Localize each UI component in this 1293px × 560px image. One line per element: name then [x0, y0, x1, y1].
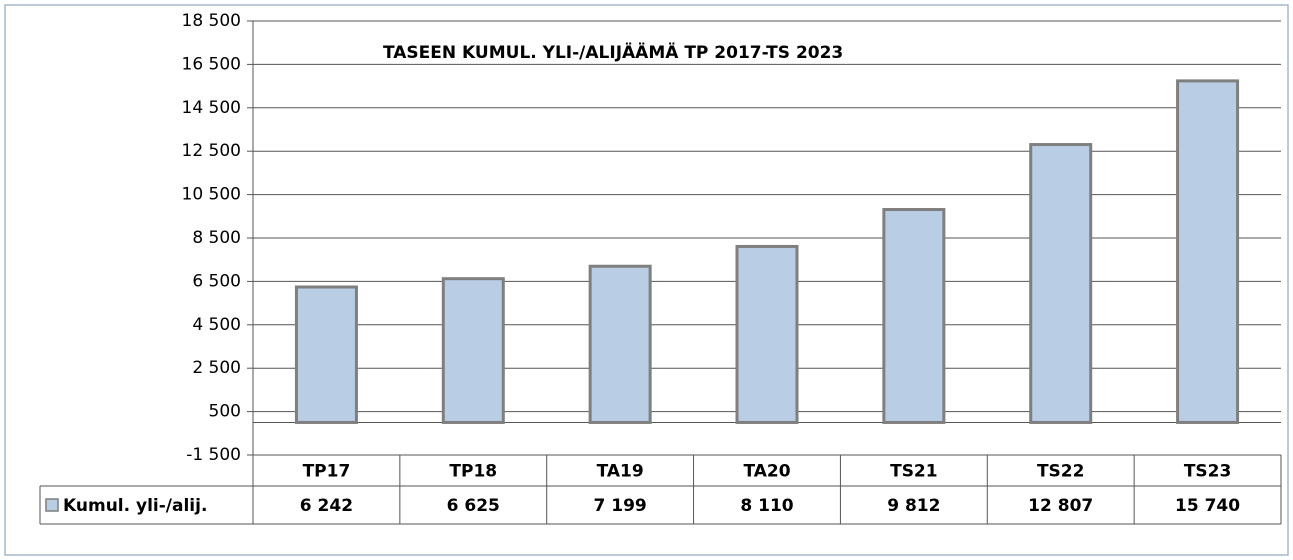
y-tick-label: 10 500: [182, 185, 241, 205]
y-tick-label: 4 500: [192, 315, 241, 335]
table-value: 7 199: [594, 496, 647, 516]
x-tick-label: TS22: [1037, 462, 1085, 482]
table-value: 9 812: [887, 496, 940, 516]
legend-label: Kumul. yli-/alij.: [63, 496, 207, 516]
x-tick-label: TA19: [597, 462, 644, 482]
x-tick-label: TA20: [743, 462, 790, 482]
table-value: 15 740: [1175, 496, 1240, 516]
x-tick-label: TP18: [449, 462, 497, 482]
bar: [588, 264, 652, 424]
bar: [441, 277, 505, 424]
y-tick-label: 12 500: [182, 141, 241, 161]
table-value: 8 110: [740, 496, 793, 516]
y-tick-label: 14 500: [182, 98, 241, 118]
bar: [1176, 79, 1240, 424]
y-tick-label: 8 500: [192, 228, 241, 248]
bar: [1029, 143, 1093, 424]
y-tick-label: 2 500: [192, 358, 241, 378]
table-value: 12 807: [1028, 496, 1093, 516]
y-tick-label: 6 500: [192, 271, 241, 291]
chart-frame: [4, 4, 1289, 556]
table-value: 6 242: [300, 496, 353, 516]
chart-title: TASEEN KUMUL. YLI-/ALIJÄÄMÄ TP 2017-TS 2…: [383, 41, 843, 63]
legend-swatch: [45, 498, 59, 512]
y-tick-label: 500: [209, 402, 241, 422]
x-tick-label: TS21: [890, 462, 938, 482]
y-tick-label: -1 500: [186, 445, 241, 465]
x-tick-label: TS23: [1184, 462, 1232, 482]
bar: [735, 244, 799, 424]
y-tick-label: 16 500: [182, 54, 241, 74]
bar: [294, 285, 358, 424]
table-value: 6 625: [447, 496, 500, 516]
bar: [882, 208, 946, 424]
x-tick-label: TP17: [303, 462, 351, 482]
y-tick-label: 18 500: [182, 11, 241, 31]
